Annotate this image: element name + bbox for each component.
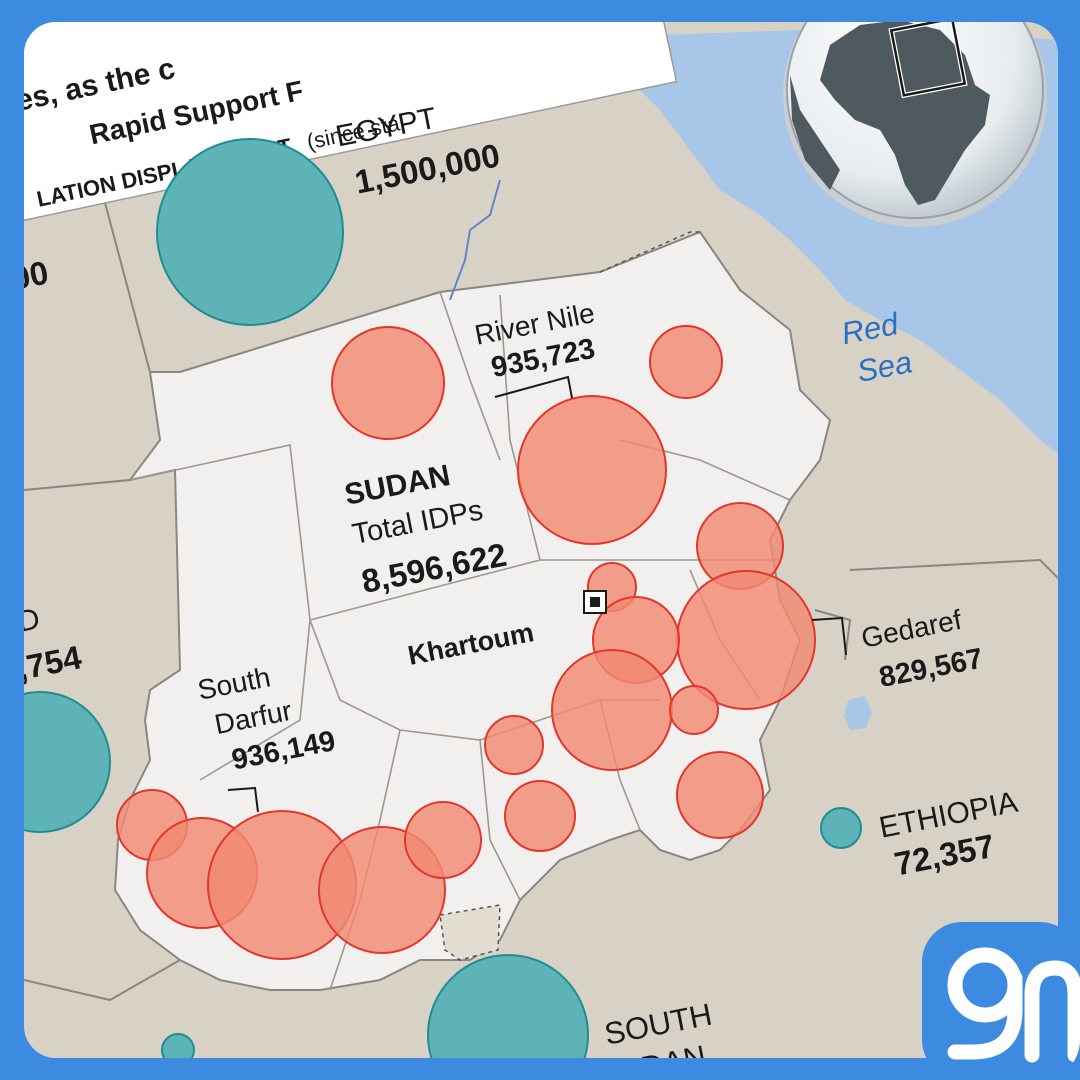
sudan-territory xyxy=(113,230,832,991)
khartoum-marker xyxy=(583,590,607,614)
lake-tana xyxy=(844,696,872,730)
refugee-bubble-chad xyxy=(24,691,111,833)
refugee-bubble-ethiopia xyxy=(820,807,862,849)
globe-americas xyxy=(790,75,840,190)
left-mid-name: D xyxy=(15,602,43,639)
locator-globe xyxy=(783,22,1047,227)
globe-africa xyxy=(820,22,990,205)
idp-bubble-west-kordofan xyxy=(404,801,482,879)
left-top-value: 00 xyxy=(8,254,51,297)
idp-bubble-north-kordofan xyxy=(484,715,544,775)
refugee-bubble-south-sudan xyxy=(427,954,589,1058)
idp-bubbles xyxy=(116,325,816,960)
refugee-bubble-egypt xyxy=(156,138,344,326)
kafia-kingi xyxy=(439,904,501,961)
idp-bubble-blue-nile xyxy=(676,751,764,839)
nile-river xyxy=(449,179,501,301)
globe-locator-box xyxy=(889,22,967,97)
leader-lines xyxy=(227,375,847,813)
gn-logo-icon[interactable] xyxy=(922,922,1080,1080)
halaib-triangle xyxy=(599,231,700,273)
idp-bubble-red-sea xyxy=(649,325,723,399)
idp-bubble-white-nile xyxy=(551,649,673,771)
refugee-bubble-car xyxy=(161,1033,195,1058)
idp-bubble-south-kordofan xyxy=(504,780,576,852)
refugee-bubbles xyxy=(24,138,862,1058)
idp-bubble-northern xyxy=(331,326,445,440)
idp-bubble-sennar xyxy=(669,685,719,735)
idp-bubble-river-nile xyxy=(517,395,667,545)
